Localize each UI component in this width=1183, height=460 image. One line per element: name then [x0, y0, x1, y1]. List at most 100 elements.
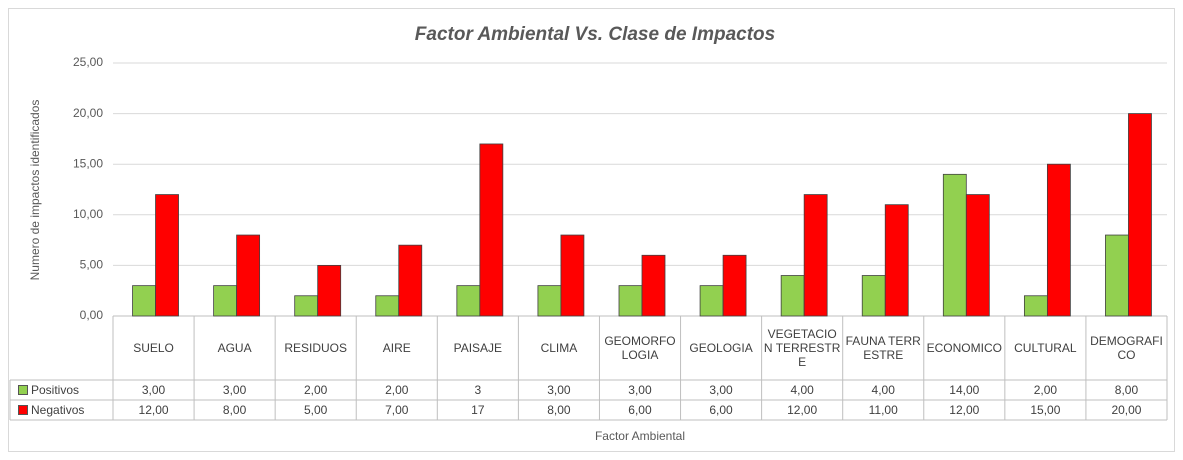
- bar: [699, 285, 724, 317]
- bar: [618, 285, 643, 317]
- category-label-text: FAUNA TERRESTRE: [845, 334, 921, 362]
- bar: [537, 285, 562, 317]
- table-value-text: 2,00: [1033, 383, 1058, 397]
- table-value: 14,00: [924, 380, 1005, 400]
- table-value-text: 4,00: [871, 383, 895, 397]
- table-value-text: 8,00: [1114, 383, 1139, 397]
- category-label: AGUA: [194, 316, 275, 380]
- category-label-text: RESIDUOS: [284, 341, 348, 355]
- table-value-text: 7,00: [385, 403, 409, 417]
- y-tick-label: 5,00: [80, 258, 104, 272]
- category-label-text: ECONOMICO: [926, 341, 1002, 355]
- table-value: 3,00: [113, 380, 194, 400]
- table-value: 3,00: [681, 380, 762, 400]
- table-value: 3,00: [194, 380, 275, 400]
- table-value-text: 3,00: [709, 383, 733, 397]
- category-label: ECONOMICO: [924, 316, 1005, 380]
- table-value-text: 14,00: [949, 383, 980, 397]
- table-value-text: 6,00: [628, 403, 652, 417]
- legend-entry: Positivos: [10, 380, 113, 400]
- bar: [479, 143, 504, 317]
- category-label: VEGETACION TERRESTRE: [762, 316, 843, 380]
- y-axis-label: Numero de impactos identificados: [28, 100, 42, 281]
- table-value: 6,00: [599, 400, 680, 420]
- bar: [398, 244, 423, 317]
- category-label: CULTURAL: [1005, 316, 1086, 380]
- table-value: 4,00: [843, 380, 924, 400]
- y-tick-label: 10,00: [73, 207, 103, 221]
- table-value-text: 8,00: [547, 403, 571, 417]
- bar: [861, 275, 886, 317]
- table-value: 7,00: [356, 400, 437, 420]
- table-value-text: 5,00: [303, 403, 328, 417]
- table-value: 5,00: [275, 400, 356, 420]
- category-label: PAISAJE: [437, 316, 518, 380]
- bar: [213, 285, 238, 317]
- legend-swatch: [18, 385, 28, 395]
- category-label: SUELO: [113, 316, 194, 380]
- table-value-text: 11,00: [868, 403, 898, 417]
- table-value: 12,00: [762, 400, 843, 420]
- table-value: 8,00: [194, 400, 275, 420]
- bar: [1105, 234, 1129, 317]
- bar: [1023, 295, 1048, 317]
- category-label: GEOLOGIA: [681, 316, 762, 380]
- category-label: DEMOGRAFICO: [1086, 316, 1167, 380]
- category-label-text: GEOLOGIA: [689, 341, 753, 355]
- table-value: 12,00: [113, 400, 194, 420]
- bar: [780, 275, 805, 317]
- category-label: CLIMA: [518, 316, 599, 380]
- legend-label: Positivos: [31, 383, 80, 397]
- bar: [803, 194, 828, 317]
- category-label-text: AIRE: [382, 341, 411, 355]
- category-label: RESIDUOS: [275, 316, 356, 380]
- table-value-text: 2,00: [303, 383, 328, 397]
- table-value-text: 2,00: [385, 383, 409, 397]
- legend-swatch: [18, 405, 28, 415]
- table-value-text: 8,00: [222, 403, 247, 417]
- table-value-text: 3,00: [222, 383, 247, 397]
- table-value-text: 17: [471, 403, 485, 417]
- legend-entry: Negativos: [10, 400, 113, 420]
- table-value-text: 6,00: [709, 403, 733, 417]
- table-value: 2,00: [275, 380, 356, 400]
- table-value-text: 3,00: [628, 383, 652, 397]
- table-value: 17: [437, 400, 518, 420]
- bar: [722, 254, 747, 317]
- category-label-text: DEMOGRAFICO: [1090, 334, 1163, 362]
- category-label-text: SUELO: [133, 341, 174, 355]
- table-value-text: 12,00: [949, 403, 980, 417]
- x-axis-label: Factor Ambiental: [595, 429, 685, 443]
- table-value-text: 12,00: [138, 403, 169, 417]
- table-value-text: 15,00: [1030, 403, 1061, 417]
- bar: [317, 264, 342, 317]
- table-value-text: 3,00: [141, 383, 166, 397]
- bar: [1046, 163, 1071, 317]
- category-label: GEOMORFOLOGIA: [599, 316, 680, 380]
- category-label: AIRE: [356, 316, 437, 380]
- y-tick-label: 25,00: [73, 55, 103, 69]
- bar: [375, 295, 400, 317]
- table-value: 8,00: [1086, 380, 1167, 400]
- chart-title: Factor Ambiental Vs. Clase de Impactos: [415, 24, 775, 45]
- category-label-text: CLIMA: [540, 341, 578, 355]
- table-value: 4,00: [762, 380, 843, 400]
- table-value: 6,00: [681, 400, 762, 420]
- category-label-text: AGUA: [217, 341, 252, 355]
- table-value: 20,00: [1086, 400, 1167, 420]
- table-value: 3,00: [518, 380, 599, 400]
- bar: [1128, 113, 1152, 317]
- table-value: 15,00: [1005, 400, 1086, 420]
- category-label: FAUNA TERRESTRE: [843, 316, 924, 380]
- y-tick-label: 20,00: [73, 106, 103, 120]
- bar: [132, 285, 156, 317]
- table-value-text: 20,00: [1111, 403, 1142, 417]
- table-value-text: 3,00: [547, 383, 571, 397]
- table-value-text: 4,00: [790, 383, 814, 397]
- table-value: 8,00: [518, 400, 599, 420]
- category-label-text: GEOMORFOLOGIA: [604, 334, 676, 362]
- bar: [456, 285, 481, 317]
- y-tick-label: 0,00: [80, 308, 104, 322]
- bar: [155, 194, 179, 317]
